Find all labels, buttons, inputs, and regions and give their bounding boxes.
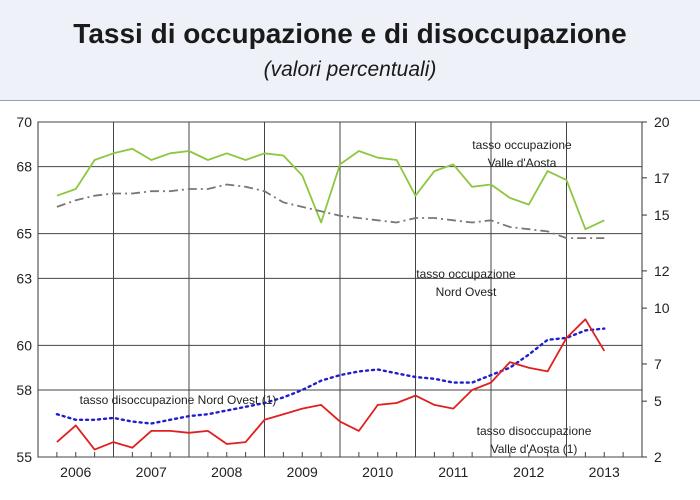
series-line-3 (55, 327, 606, 425)
x-tick-label: 2007 (136, 464, 167, 480)
series-label-2: Nord Ovest (436, 285, 497, 299)
y-left-tick-label: 68 (16, 159, 32, 175)
series-label-1: Valle d'Aosta (488, 156, 557, 170)
series-line-1 (56, 147, 605, 231)
x-tick-label: 2011 (438, 464, 468, 480)
x-tick-label: 2006 (60, 464, 91, 480)
series-label-2: tasso occupazione (416, 267, 516, 281)
y-right-tick-label: 20 (654, 114, 670, 130)
x-tick-label: 2013 (589, 464, 620, 480)
y-left-tick-label: 55 (16, 449, 32, 465)
y-right-tick-label: 15 (654, 207, 670, 223)
series-label-4: Valle d'Aosta (1) (491, 442, 578, 456)
y-right-tick-label: 10 (654, 300, 670, 316)
series-label-4: tasso disoccupazione (477, 424, 592, 438)
y-left-tick-label: 60 (16, 337, 32, 353)
y-right-tick-label: 7 (654, 356, 662, 372)
y-left-tick-label: 65 (16, 226, 32, 242)
series-label-3: tasso disoccupazione Nord Ovest (1) (80, 393, 277, 407)
x-tick-label: 2010 (362, 464, 393, 480)
x-tick-label: 2009 (287, 464, 318, 480)
y-left-tick-label: 58 (16, 382, 32, 398)
series-line-4 (56, 318, 606, 451)
series-label-1: tasso occupazione (472, 138, 572, 152)
y-right-tick-label: 17 (654, 170, 670, 186)
chart-header: Tassi di occupazione e di disoccupazione… (0, 0, 700, 101)
y-right-tick-label: 12 (654, 263, 670, 279)
x-tick-label: 2012 (513, 464, 544, 480)
y-right-tick-label: 5 (654, 393, 662, 409)
y-left-tick-label: 70 (16, 114, 32, 130)
x-tick-label: 2008 (211, 464, 242, 480)
y-right-tick-label: 2 (654, 449, 662, 465)
y-left-tick-label: 63 (16, 270, 32, 286)
chart-subtitle: (valori percentuali) (263, 58, 437, 81)
chart-area: 55 58 60 63 65 68 70 2 5 7 10 12 15 17 20 2006 2007 2008 2… (16, 114, 670, 480)
chart-title: Tassi di occupazione e di disoccupazione (73, 18, 627, 49)
